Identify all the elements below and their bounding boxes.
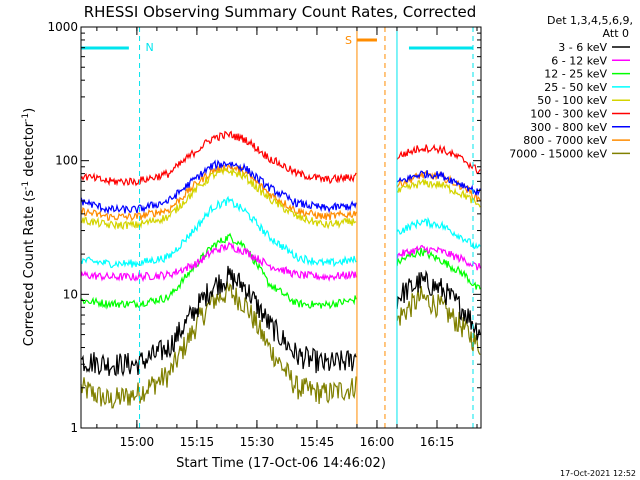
series-line [80,166,481,231]
series-line [80,241,481,283]
series-line [80,130,481,187]
legend-label: 100 - 300 keV [530,108,607,121]
legend-header-line-1: Det 1,3,4,5,6,9, [547,14,633,27]
chart-title: RHESSI Observing Summary Count Rates, Co… [84,3,477,21]
series-line [80,232,481,310]
x-tick-label: 16:00 [360,435,395,449]
saa-label: S [345,34,352,47]
legend-label: 25 - 50 keV [544,81,607,94]
night-label: N [146,41,154,54]
plot-frame [80,26,482,429]
y-axis-label: Corrected Count Rate (s-1 detector-1) [21,108,37,346]
x-tick-label: 16:15 [420,435,455,449]
legend-label: 6 - 12 keV [551,54,607,67]
axes-layer: 15:00 15:15 15:30 15:45 16:00 16:15 1 10 100 1000 [47,20,481,449]
x-tick-label: 15:00 [120,435,155,449]
legend-label: 50 - 100 keV [537,94,607,107]
legend-label: 7000 - 15000 keV [509,147,607,160]
legend-label: 3 - 6 keV [558,41,607,54]
legend-header-line-2: Att 0 [603,27,629,40]
legend-label: 300 - 800 keV [530,121,607,134]
series-line [80,195,481,269]
x-tick-label: 15:45 [300,435,335,449]
legend-label: 800 - 7000 keV [523,134,607,147]
date-stamp: 17-Oct-2021 12:52 [560,469,636,478]
y-tick-label: 1 [70,421,78,435]
y-tick-label: 10 [63,287,78,301]
y-tick-label: 100 [55,154,78,168]
annotation-layer: NS [81,27,474,428]
legend-label: 12 - 25 keV [544,68,607,81]
y-tick-label: 1000 [47,20,78,34]
series-line [80,159,481,215]
x-tick-label: 15:15 [180,435,215,449]
series-line [80,265,481,377]
x-tick-label: 15:30 [240,435,275,449]
x-axis-label: Start Time (17-Oct-06 14:46:02) [176,456,386,471]
series-layer [80,130,481,409]
